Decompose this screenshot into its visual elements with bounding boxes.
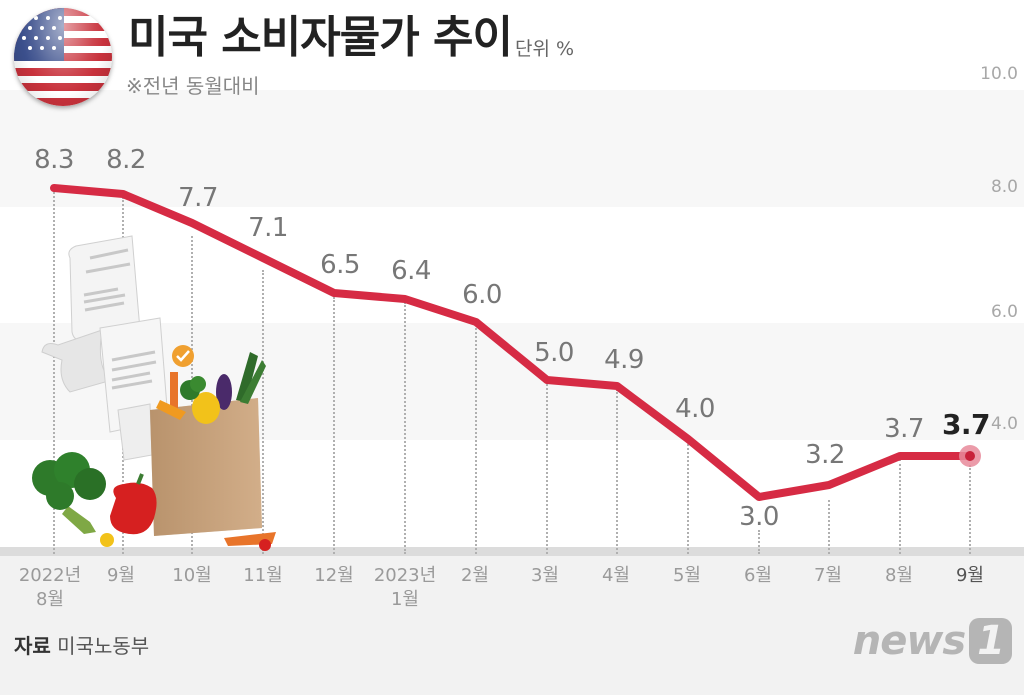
value-label: 3.2 <box>805 440 845 470</box>
guide-line <box>333 297 335 554</box>
guide-line <box>828 500 830 554</box>
x-label: 2월 <box>460 565 489 586</box>
news1-logo: news 1 <box>853 618 1012 664</box>
value-label: 6.0 <box>462 280 502 310</box>
value-label: 5.0 <box>534 338 574 368</box>
value-label: 4.9 <box>604 345 644 375</box>
y-tick-6: 6.0 <box>990 302 1018 322</box>
cpi-line <box>50 184 974 501</box>
x-label: 2022년 8월 <box>18 565 82 610</box>
guide-line <box>546 384 548 554</box>
value-label: 3.0 <box>739 502 779 532</box>
x-label-current: 9월 <box>955 565 984 586</box>
x-label: 10월 <box>172 565 212 586</box>
y-tick-10: 10.0 <box>980 64 1018 84</box>
x-label: 9월 <box>106 565 135 586</box>
value-label: 6.5 <box>320 250 360 280</box>
value-label: 6.4 <box>391 256 431 286</box>
guide-line <box>262 270 264 554</box>
grid-band <box>0 90 1024 207</box>
x-label: 5월 <box>672 565 701 586</box>
value-label-current: 3.7 <box>941 408 991 441</box>
footer-area <box>0 556 1024 695</box>
y-tick-8: 8.0 <box>990 177 1018 197</box>
guide-line <box>758 530 760 554</box>
x-label: 11월 <box>243 565 283 586</box>
x-label: 3월 <box>530 565 559 586</box>
value-label: 7.7 <box>178 183 218 213</box>
guide-line <box>53 192 55 554</box>
x-label: 6월 <box>743 565 772 586</box>
source-label: 자료 <box>14 634 51 658</box>
x-label: 7월 <box>813 565 842 586</box>
x-label: 12월 <box>314 565 354 586</box>
x-axis-strip <box>0 547 1024 556</box>
x-label: 2023년 1월 <box>373 565 437 610</box>
unit-label: 단위 % <box>515 38 575 60</box>
guide-line <box>969 465 971 554</box>
grocery-illustration <box>32 235 276 551</box>
x-label: 4월 <box>601 565 630 586</box>
value-label: 8.2 <box>106 145 146 175</box>
value-label: 3.7 <box>884 414 924 444</box>
source-value: 미국노동부 <box>57 634 150 658</box>
value-label: 8.3 <box>34 145 74 175</box>
y-tick-4: 4.0 <box>990 414 1018 434</box>
page-title: 미국 소비자물가 추이 <box>128 12 513 63</box>
guide-line <box>616 389 618 554</box>
guide-line <box>404 302 406 554</box>
guide-line <box>899 459 901 554</box>
value-label: 4.0 <box>675 394 715 424</box>
x-label: 8월 <box>884 565 913 586</box>
us-flag-icon <box>14 8 112 106</box>
cpi-line-plot <box>50 184 981 501</box>
guide-line <box>687 440 689 554</box>
guide-line <box>475 324 477 554</box>
highlight-dot-core <box>965 451 975 461</box>
value-label: 7.1 <box>248 213 288 243</box>
subtitle: ※전년 동월대비 <box>126 74 260 98</box>
source-note: 자료 미국노동부 <box>14 630 149 659</box>
